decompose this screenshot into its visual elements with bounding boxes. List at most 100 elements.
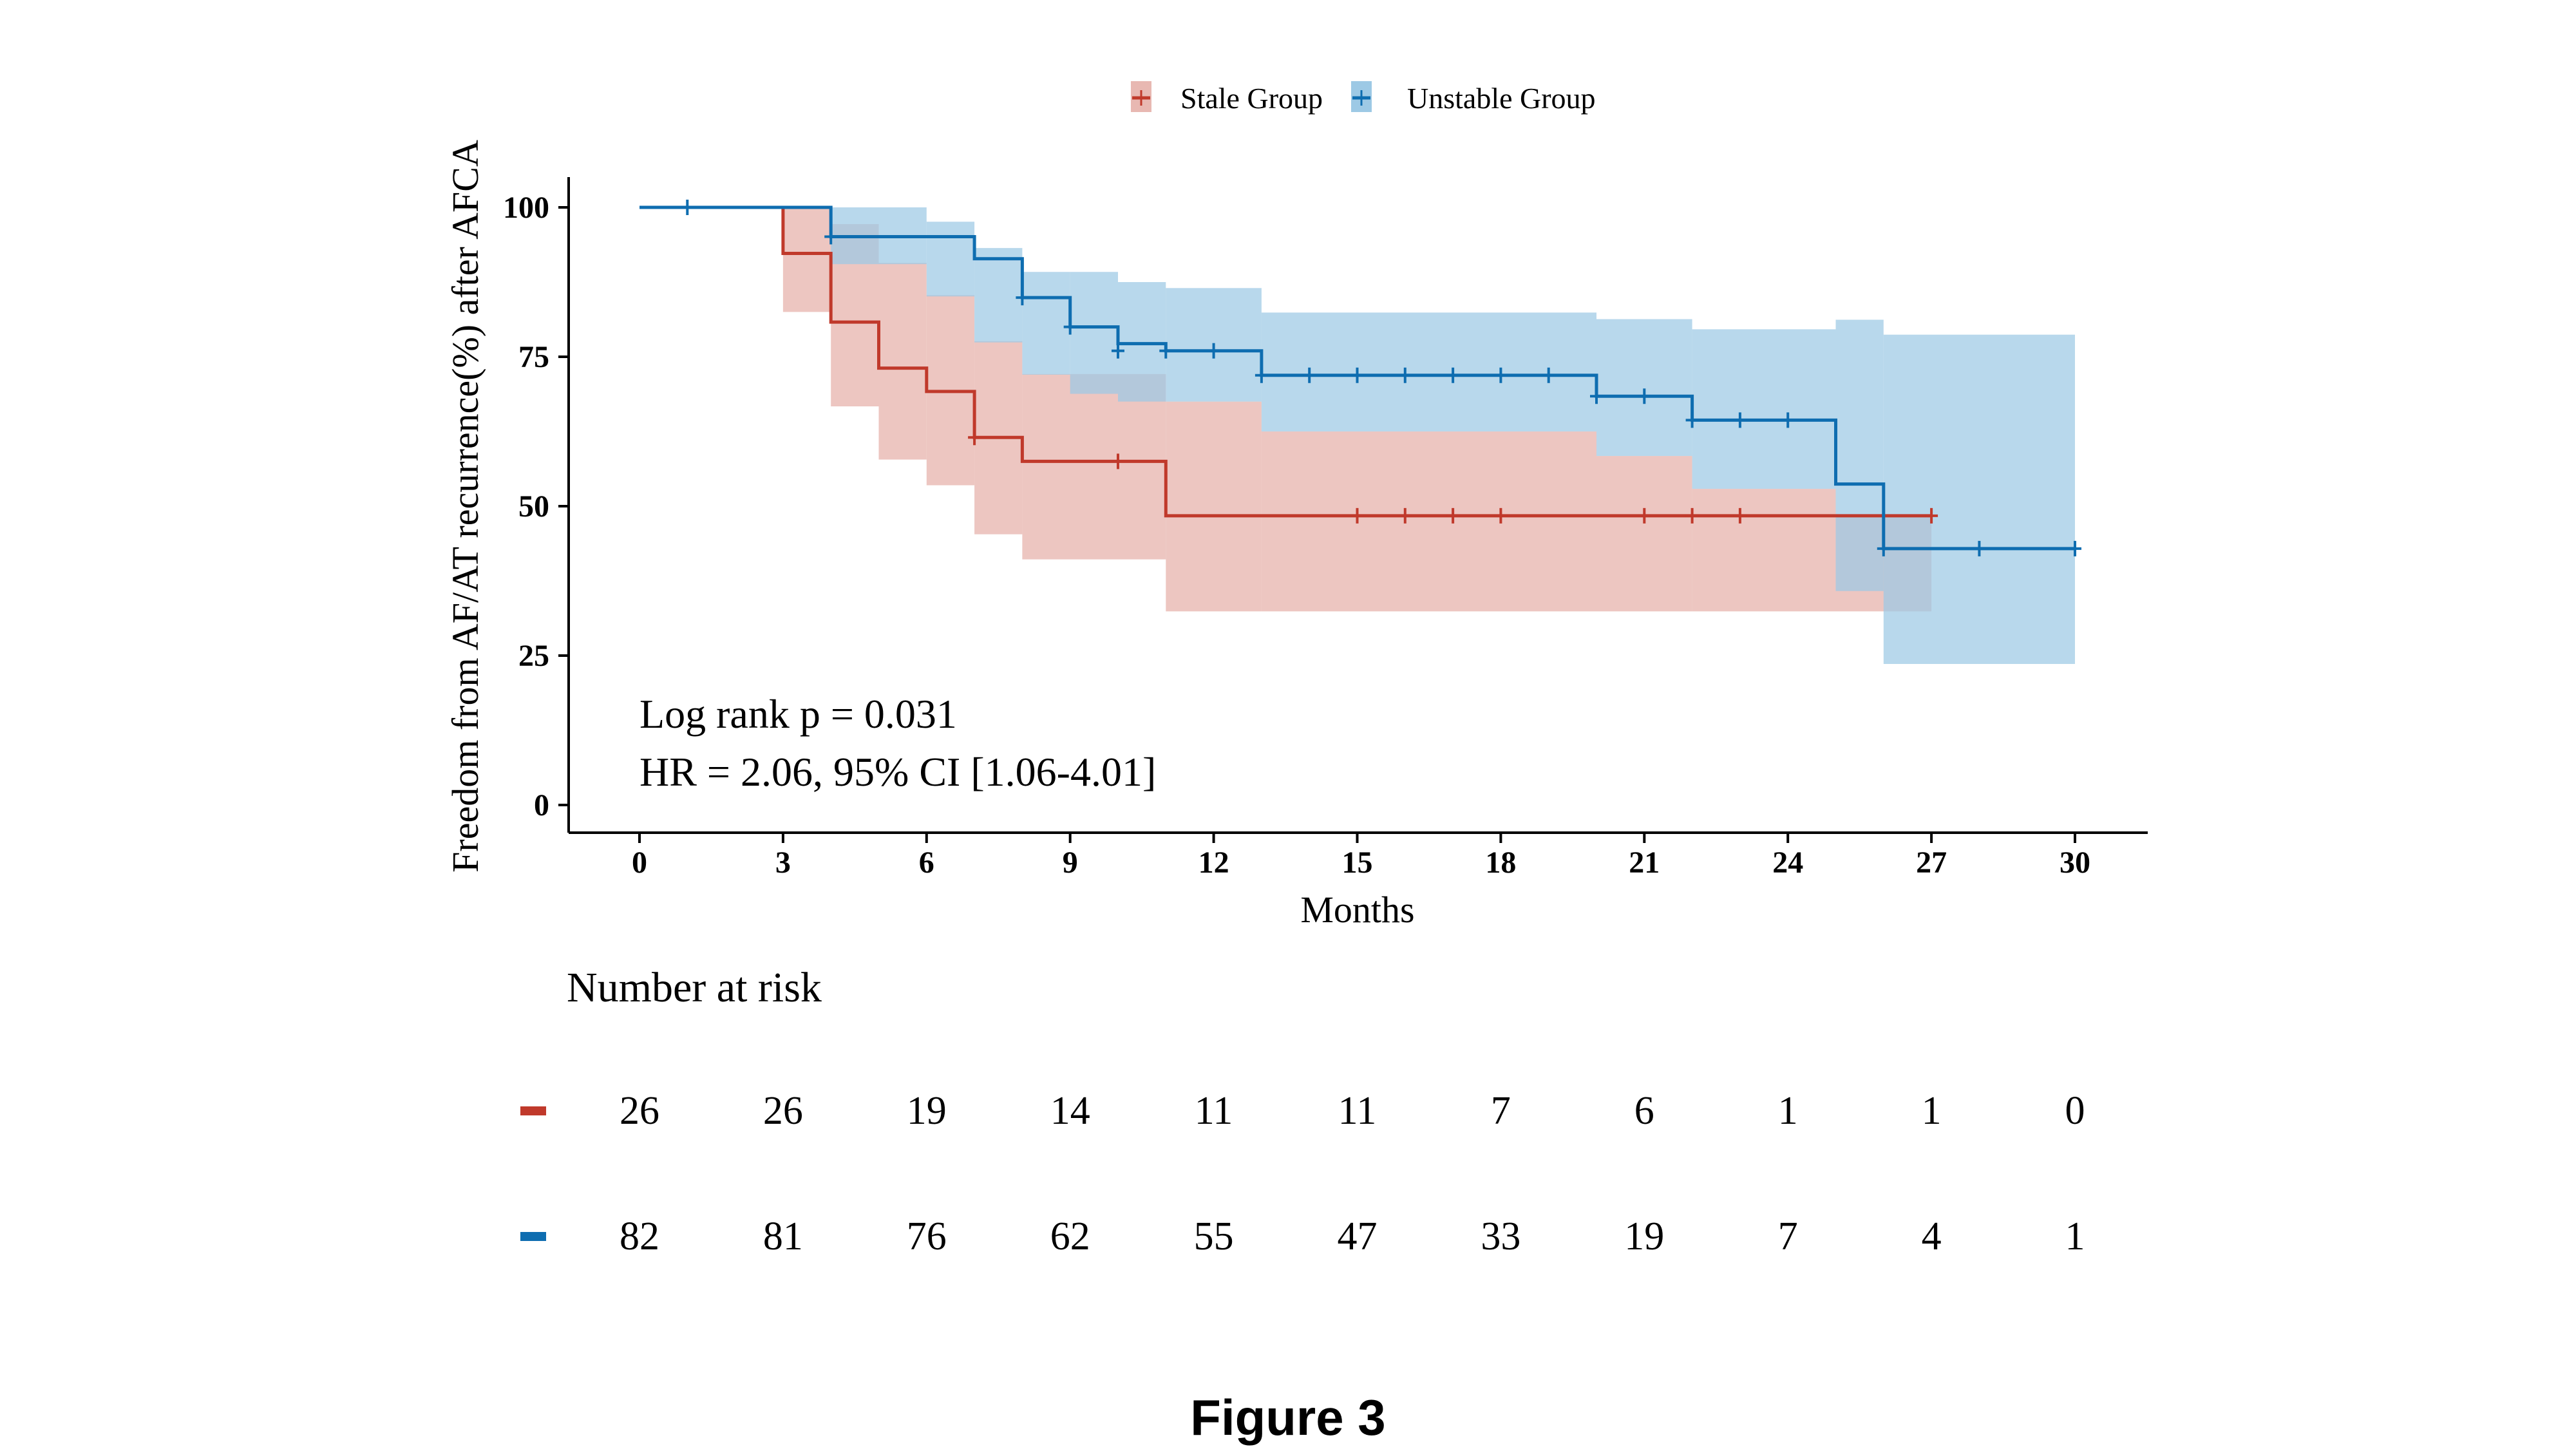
censor-mark [1063, 319, 1077, 335]
risk-row-swatch [520, 1232, 546, 1241]
legend-label-unstable: Unstable Group [1407, 82, 1596, 115]
y-axis-label: Freedom from AF/AT recurrence(%) after A… [444, 140, 486, 873]
risk-count: 76 [907, 1215, 947, 1258]
risk-count: 7 [1491, 1089, 1511, 1133]
risk-count: 6 [1634, 1089, 1654, 1133]
censor-mark [1685, 507, 1699, 524]
censor-mark [1350, 367, 1364, 383]
ci-band-stale [1261, 431, 1596, 612]
x-tick-label: 3 [775, 846, 791, 880]
risk-count: 47 [1338, 1215, 1378, 1258]
y-tick-label: 25 [518, 639, 549, 673]
y-tick-label: 0 [534, 788, 549, 822]
censor-mark [1159, 343, 1173, 359]
ci-band-unstable [974, 248, 1023, 343]
censor-mark [824, 229, 838, 245]
y-tick-label: 50 [518, 489, 549, 524]
risk-count: 19 [907, 1089, 947, 1133]
censor-mark [1398, 507, 1412, 524]
risk-table: 26 26 19 14 11 11 7 6 1 1 082 81 76 62 55 47 33 19 7 4 1 [520, 1089, 2085, 1258]
censor-mark [681, 200, 694, 215]
censor-mark [1112, 453, 1124, 469]
risk-count: 7 [1778, 1215, 1798, 1258]
ci-band-unstable [1692, 329, 1836, 489]
risk-row-stale: 26 26 19 14 11 11 7 6 1 1 0 [520, 1089, 2085, 1133]
censor-mark [1590, 388, 1603, 404]
y-axis-ticks: 0 25 50 75 100 [503, 191, 569, 822]
confidence-bands [782, 207, 2075, 664]
risk-table-title: Number at risk [567, 964, 822, 1011]
legend: Stale Group Unstable Group [1131, 81, 1596, 115]
risk-count: 82 [620, 1215, 659, 1258]
legend-item-unstable: Unstable Group [1351, 81, 1596, 115]
censor-mark [1303, 367, 1316, 383]
censor-mark [2069, 540, 2081, 556]
x-tick-label: 30 [2060, 846, 2090, 880]
legend-label-stale: Stale Group [1180, 82, 1323, 115]
risk-count: 33 [1481, 1215, 1520, 1258]
risk-count: 19 [1624, 1215, 1664, 1258]
ci-band-stale [878, 263, 927, 460]
ci-band-unstable [1835, 319, 1884, 591]
survival-curve-stale [639, 205, 1932, 518]
x-tick-label: 21 [1629, 846, 1660, 880]
censor-mark [1973, 540, 1986, 556]
risk-count: 4 [1922, 1215, 1942, 1258]
x-tick-label: 9 [1063, 846, 1078, 880]
censor-mark [1446, 367, 1460, 383]
ci-band-unstable [1883, 334, 2075, 664]
censor-mark [1350, 507, 1364, 524]
y-tick-label: 100 [503, 191, 549, 225]
censor-mark [1733, 412, 1747, 428]
censor-marks [681, 200, 2081, 556]
y-tick-label: 75 [518, 340, 549, 374]
ci-band-unstable [1070, 272, 1118, 394]
risk-count: 26 [763, 1089, 803, 1133]
censor-mark [1016, 290, 1029, 306]
ci-band-stale [782, 207, 831, 312]
ci-band-unstable [1118, 282, 1166, 402]
censor-mark [1638, 388, 1651, 404]
x-tick-label: 15 [1342, 846, 1373, 880]
x-axis-ticks: 0 3 6 9 12 15 18 21 24 27 30 [632, 833, 2090, 880]
risk-count: 26 [620, 1089, 659, 1133]
censor-mark [1733, 507, 1747, 524]
figure-caption: Figure 3 [1190, 1389, 1385, 1446]
ci-band-unstable [1022, 272, 1070, 375]
ci-band-unstable [926, 222, 975, 297]
ci-band-unstable [1261, 312, 1596, 431]
x-tick-label: 6 [919, 846, 934, 880]
censor-mark [1542, 367, 1555, 383]
x-axis-label: Months [1300, 889, 1414, 931]
ci-band-stale [1692, 489, 1836, 612]
censor-mark [1494, 367, 1508, 383]
censor-mark [1638, 507, 1651, 524]
ci-band-unstable [1596, 319, 1692, 457]
risk-count: 81 [763, 1215, 803, 1258]
logrank-annotation: Log rank p = 0.031 [639, 691, 957, 737]
risk-count: 1 [1922, 1089, 1942, 1133]
censor-mark [1398, 367, 1412, 383]
risk-count: 11 [1338, 1089, 1377, 1133]
hr-annotation: HR = 2.06, 95% CI [1.06-4.01] [639, 749, 1156, 795]
x-tick-label: 12 [1198, 846, 1229, 880]
risk-count: 0 [2065, 1089, 2085, 1133]
censor-mark [1494, 507, 1508, 524]
ci-band-stale [1166, 401, 1262, 612]
risk-count: 11 [1195, 1089, 1233, 1133]
risk-row-swatch [520, 1106, 546, 1115]
censor-mark [1255, 367, 1268, 383]
censor-mark [968, 430, 981, 446]
censor-mark [1781, 412, 1795, 428]
risk-count: 55 [1194, 1215, 1234, 1258]
censor-mark [1446, 507, 1460, 524]
legend-item-stale: Stale Group [1131, 81, 1323, 115]
x-tick-label: 18 [1485, 846, 1516, 880]
censor-mark [1685, 412, 1699, 428]
censor-mark [1207, 343, 1220, 359]
censor-mark [1925, 507, 1938, 524]
ci-band-stale [1022, 374, 1166, 560]
risk-count: 62 [1050, 1215, 1090, 1258]
risk-count: 1 [2065, 1215, 2085, 1258]
